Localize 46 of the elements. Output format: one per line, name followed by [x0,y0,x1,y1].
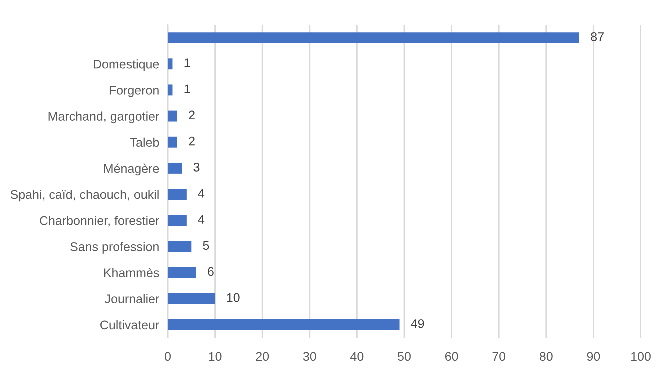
data-label: 4 [198,189,205,198]
x-tick-label: 30 [303,352,316,362]
y-tick-label: Journalier [104,294,160,304]
y-tick-label: Taleb [130,138,160,148]
data-label: 5 [203,241,210,250]
x-tick-label: 50 [398,352,411,362]
x-tick-label: 40 [350,352,364,362]
bar [168,189,187,200]
x-tick-label: 10 [209,352,222,362]
data-label: 4 [198,215,205,224]
x-tick-label: 90 [587,352,600,362]
y-tick-label: Marchand, gargotier [48,112,160,124]
bar [168,58,173,70]
x-tick-label: 100 [632,352,651,362]
data-label: 1 [184,58,190,68]
y-tick-label: Khammès [104,268,160,278]
bar [168,84,173,96]
bar [168,215,187,226]
x-tick-label: 20 [256,352,270,362]
x-tick-label: 80 [540,352,553,362]
y-tick-label: Charbonnier, forestier [40,216,160,227]
bar [168,319,400,330]
data-label: 6 [208,267,214,276]
data-label: 1 [184,84,190,94]
bar [168,110,178,122]
bar [168,293,216,304]
bar [168,136,178,148]
data-label: 10 [227,293,240,302]
y-tick-label: Domestique [94,60,160,72]
y-tick-label: Spahi, caïd, chaouch, oukil [10,190,159,202]
y-tick-label: Cultivateur [100,320,160,330]
data-label: 2 [189,110,195,120]
bar [168,32,580,44]
data-label: 3 [194,162,200,172]
data-label: 2 [189,136,195,146]
y-tick-label: Forgeron [110,86,159,98]
data-label: 87 [591,32,604,42]
data-label: 49 [411,319,424,328]
x-tick-label: 70 [492,352,506,362]
bar [168,162,182,174]
x-tick-label: 60 [445,352,458,362]
y-tick-label: Ménagère [104,164,160,176]
bar [168,267,196,278]
y-tick-label: Sans profession [70,242,159,254]
bar [168,241,192,252]
x-tick-label: 0 [165,352,171,362]
